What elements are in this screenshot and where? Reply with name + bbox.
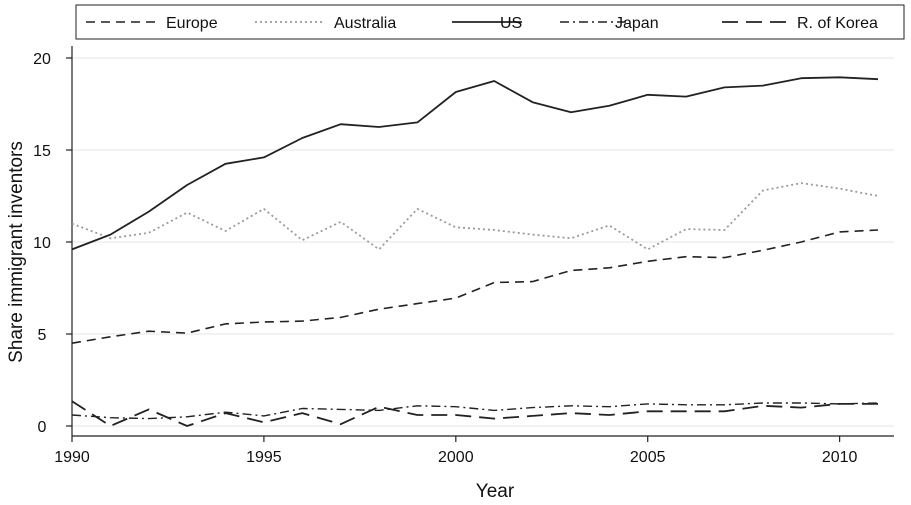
series-line-us [71,76,879,251]
legend-label-r-of-korea: R. of Korea [797,15,878,32]
y-tick-label-10: 10 [33,235,51,252]
x-tick-label-1990: 1990 [54,449,90,466]
x-tick-label-2005: 2005 [630,449,666,466]
series-lines [71,76,879,427]
y-tick-label-20: 20 [33,51,51,68]
y-tick-label-15: 15 [33,143,51,160]
series-line-japan [71,402,879,420]
y-axis-title: Share immigrant inventors [6,141,27,363]
series-line-r-of-korea [71,400,878,427]
legend: Europe Australia US Japan R. of Korea [75,4,905,40]
legend-item-japan: Japan [560,15,659,32]
series-line-europe [71,229,879,344]
legend-item-europe: Europe [86,15,218,32]
x-tick-label-2010: 2010 [822,449,858,466]
x-axis-title: Year [476,481,515,502]
legend-label-australia: Australia [334,15,396,32]
y-tick-label-5: 5 [38,327,47,344]
legend-label-japan: Japan [615,15,659,32]
axes: 0 5 10 15 20 1990 1995 2000 2005 2010 [33,46,894,466]
y-tick-label-0: 0 [38,419,47,436]
x-tick-label-2000: 2000 [438,449,474,466]
legend-label-us: US [500,15,522,32]
x-tick-label-1995: 1995 [246,449,282,466]
legend-item-australia: Australia [255,15,396,32]
gridlines [72,57,894,427]
legend-label-europe: Europe [166,15,218,32]
legend-item-us: US [452,15,522,32]
legend-item-r-of-korea: R. of Korea [722,15,878,32]
